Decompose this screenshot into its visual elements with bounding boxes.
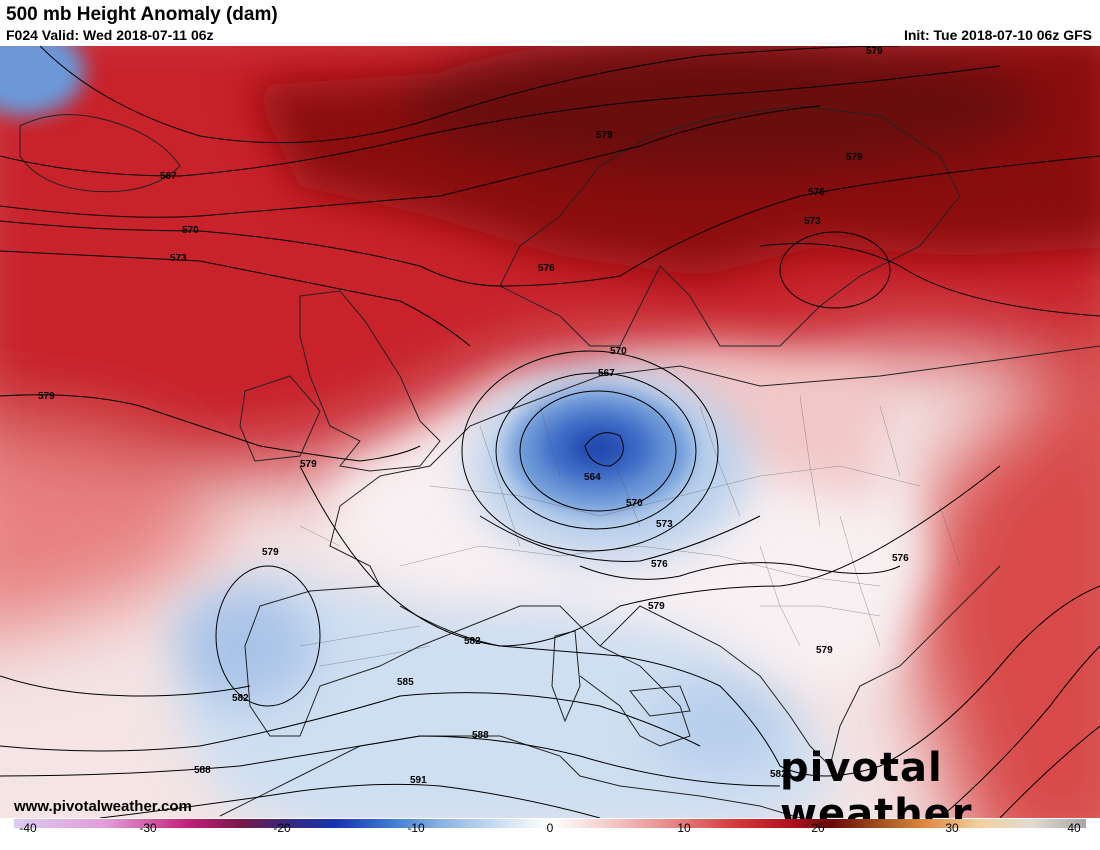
contour-labels: 579 567 570 573 579 579 576 573 576 579 … (38, 46, 909, 786)
colorbar-ticks: -40 -30 -20 -10 0 10 20 30 40 (19, 821, 1081, 835)
ireland-outline (239, 375, 321, 462)
political-borders (299, 395, 961, 667)
height-contours (0, 46, 1100, 818)
contour-label-579-baltic: 579 (846, 152, 863, 163)
contour-label-573-baltic: 573 (804, 216, 821, 227)
contour-label-579-greece: 579 (816, 645, 833, 656)
contour-label-579-iberia: 579 (262, 547, 279, 558)
contour-label-582-med: 582 (464, 636, 481, 647)
contour-label-570-nw: 570 (182, 225, 199, 236)
contour-label-579-ne: 579 (866, 46, 883, 57)
contour-label-567-nw: 567 (160, 171, 177, 182)
colorbar-tick-label: 40 (1067, 821, 1081, 835)
colorbar-ramp (14, 819, 1086, 828)
pivotal-weather-logo: pivotal weather (780, 745, 1100, 837)
contour-label-570-low: 570 (610, 346, 627, 357)
contour-label-579-scand: 579 (596, 130, 613, 141)
contour-label-576-adriatic: 576 (651, 559, 668, 570)
contour-label-576-norway: 576 (538, 263, 555, 274)
contour-label-573-alps: 573 (656, 519, 673, 530)
logo-text: pivotal weather (780, 745, 973, 837)
contour-label-570-alps: 570 (626, 498, 643, 509)
contour-label-567-low: 567 (598, 368, 615, 379)
colorbar-tick-label: -10 (407, 821, 425, 835)
nw-corner-negative (0, 46, 85, 116)
colorbar-tick-label: -40 (19, 821, 37, 835)
contour-label-579-atlantic: 579 (38, 391, 55, 402)
anomaly-colorbar: -40 -30 -20 -10 0 10 20 30 40 (14, 819, 1086, 835)
contour-label-585-med: 585 (397, 677, 414, 688)
contour-label-582-ionian: 582 (770, 769, 787, 780)
height-anomaly-map: 579 567 570 573 579 579 576 573 576 579 … (0, 46, 1100, 818)
colorbar-tick-label: 0 (547, 821, 554, 835)
colorbar-tick-label: 20 (811, 821, 825, 835)
contour-label-576-baltic: 576 (808, 187, 825, 198)
valid-time: F024 Valid: Wed 2018-07-11 06z (6, 27, 214, 43)
map-title: 500 mb Height Anomaly (dam) (6, 4, 278, 25)
colorbar-tick-label: 10 (677, 821, 691, 835)
map-header: 500 mb Height Anomaly (dam) F024 Valid: … (0, 0, 1100, 46)
north-africa-outline (219, 735, 801, 818)
init-time: Init: Tue 2018-07-10 06z GFS (903, 27, 1092, 43)
contour-label-588-sw: 588 (194, 765, 211, 776)
contour-label-573-nw: 573 (170, 253, 187, 264)
contour-label-576-black-sea: 576 (892, 553, 909, 564)
strong-positive-anomaly-core (250, 46, 1100, 276)
coastlines (19, 105, 1100, 818)
contour-label-564-low: 564 (584, 472, 601, 483)
colorbar-tick-label: -30 (139, 821, 157, 835)
contour-label-588-africa: 588 (472, 730, 489, 741)
upper-low-core (508, 389, 692, 513)
colorbar-tick-label: 30 (945, 821, 959, 835)
colorbar-tick-label: -20 (273, 821, 291, 835)
british-isles-outline (299, 290, 441, 472)
iceland-outline (19, 114, 181, 193)
contour-label-579-france: 579 (300, 459, 317, 470)
website-url: www.pivotalweather.com (14, 798, 192, 815)
sicily-outline (629, 685, 691, 717)
contour-label-579-italy: 579 (648, 601, 665, 612)
contour-label-582-iberia: 582 (232, 693, 249, 704)
contour-label-591-africa: 591 (410, 775, 427, 786)
